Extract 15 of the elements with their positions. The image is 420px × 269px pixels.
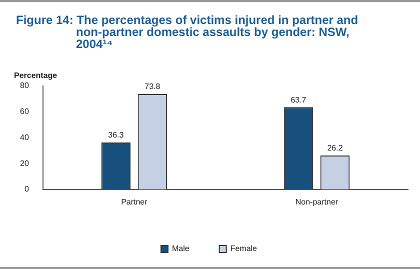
x-tick-label: Partner bbox=[121, 197, 148, 206]
x-tick-label: Non-partner bbox=[295, 197, 338, 206]
data-label: 73.8 bbox=[144, 82, 161, 92]
y-tick-label: 80 bbox=[20, 81, 30, 90]
y-tick-label: 20 bbox=[20, 158, 30, 168]
chart-title: Figure 14: The percentages of victims injured in partner and non-partner domestic assaults by gender: NSW, 2004¹⁴ bbox=[16, 13, 360, 51]
y-tick-label: 40 bbox=[20, 132, 30, 142]
y-axis-title: Percentage bbox=[14, 71, 58, 80]
y-tick-label: 60 bbox=[20, 107, 30, 116]
data-label: 36.3 bbox=[108, 130, 124, 140]
legend-label: Female bbox=[230, 244, 258, 254]
data-label: 26.2 bbox=[327, 144, 344, 153]
y-tick-label: 0 bbox=[24, 184, 30, 194]
legend-label: Male bbox=[172, 244, 190, 254]
data-label: 63.7 bbox=[290, 95, 307, 104]
